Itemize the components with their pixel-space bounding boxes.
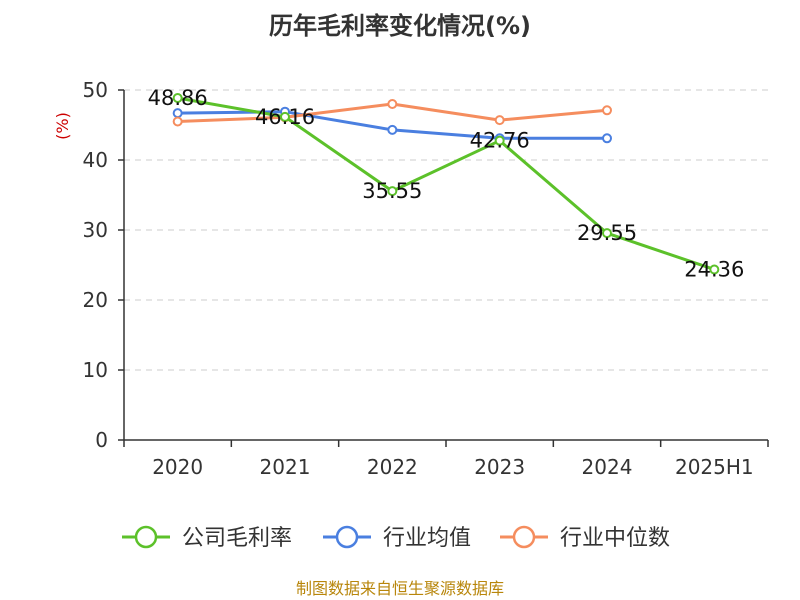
data-label-2020: 48.86 bbox=[148, 86, 208, 110]
series-line-0 bbox=[177, 96, 715, 271]
y-tick-label-40: 40 bbox=[83, 148, 108, 172]
x-tick-label-2023: 2023 bbox=[474, 455, 525, 479]
y-tick-label-0: 0 bbox=[95, 428, 108, 452]
legend-label-1: 行业均值 bbox=[383, 526, 471, 551]
legend-marker-1 bbox=[335, 525, 359, 549]
series-1-point-2024 bbox=[602, 133, 612, 144]
data-label-2021: 46.16 bbox=[255, 105, 315, 129]
x-tick-label-2025H1: 2025H1 bbox=[675, 455, 754, 479]
series bbox=[172, 92, 720, 275]
data-label-2022: 35.55 bbox=[362, 179, 422, 203]
series-1-point-2022 bbox=[387, 124, 398, 135]
axes: 0 10 20 30 40 50 2020 2021 2022 2023 2024 2025H1 bbox=[83, 78, 769, 479]
x-tick-label-2024: 2024 bbox=[582, 455, 633, 479]
series-0-point-2024 bbox=[602, 228, 612, 239]
series-0-point-2025H1 bbox=[709, 264, 720, 275]
chart-title: 历年毛利率变化情况(%) bbox=[269, 12, 531, 40]
series-2-point-2022 bbox=[387, 99, 398, 109]
grid bbox=[124, 89, 768, 371]
y-tick-label-20: 20 bbox=[83, 288, 108, 312]
data-label-2023: 42.76 bbox=[470, 129, 530, 153]
series-1-point-2020 bbox=[172, 108, 183, 119]
x-tick-label-2020: 2020 bbox=[152, 455, 203, 479]
y-tick-label-50: 50 bbox=[83, 78, 108, 102]
y-tick-label-10: 10 bbox=[83, 358, 108, 382]
y-axis-unit: (%) bbox=[53, 112, 72, 140]
source-note: 制图数据来自恒生聚源数据库 bbox=[296, 579, 504, 598]
series-2-point-2020 bbox=[172, 116, 183, 127]
y-tick-label-30: 30 bbox=[83, 218, 108, 242]
series-0-point-2021 bbox=[280, 111, 290, 122]
series-2-point-2023 bbox=[494, 115, 505, 126]
legend-label-0: 公司毛利率 bbox=[182, 526, 292, 551]
legend: 公司毛利率 行业均值 行业中位数 bbox=[122, 525, 670, 551]
series-0-point-2022 bbox=[387, 186, 398, 197]
data-label-2025H1: 24.36 bbox=[684, 257, 744, 281]
series-0-point-2020 bbox=[172, 92, 183, 103]
series-2-point-2024 bbox=[602, 105, 612, 116]
data-label-2024: 29.55 bbox=[577, 221, 637, 245]
x-tick-label-2021: 2021 bbox=[260, 455, 311, 479]
data-labels: 48.86 46.16 35.55 42.76 29.55 24.36 bbox=[148, 86, 745, 282]
x-tick-label-2022: 2022 bbox=[367, 455, 418, 479]
legend-marker-0 bbox=[134, 525, 158, 549]
legend-label-2: 行业中位数 bbox=[560, 526, 670, 551]
series-0-point-2023 bbox=[494, 135, 505, 146]
legend-marker-2 bbox=[512, 525, 536, 549]
